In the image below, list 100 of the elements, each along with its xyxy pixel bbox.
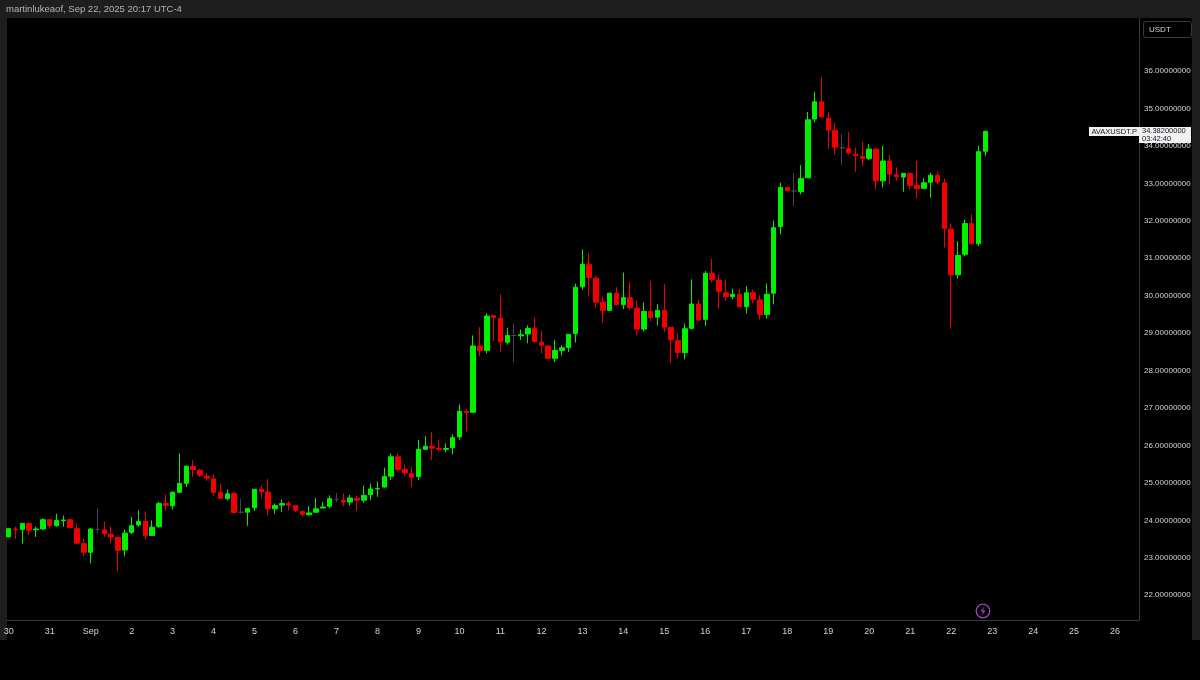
x-tick-label: 9 [415,625,421,636]
x-tick-label: 22 [946,625,957,636]
x-tick-label: 12 [536,625,547,636]
y-tick-label: 22.00000000 [1144,590,1192,600]
y-tick-label: 35.00000000 [1144,103,1192,113]
candlestick [873,148,879,191]
candlestick [361,485,367,504]
candlestick [341,492,346,507]
candlestick [880,145,886,189]
candlestick [791,172,797,207]
candlestick [464,408,469,432]
candlestick [730,288,735,300]
x-tick-label: 17 [741,625,752,636]
candlestick [61,515,66,528]
candlestick [102,521,107,538]
chart-title: martinlukeaof, Sep 22, 2025 20:17 UTC-4 [6,3,182,15]
candlestick [498,293,503,353]
y-tick-label: 31.00000000 [1144,253,1192,263]
candlestick [737,288,742,308]
x-tick-label: 25 [1069,625,1080,636]
candlestick [231,491,237,515]
candlestick [286,500,291,511]
candlestick [20,522,25,545]
candlestick [955,240,961,280]
candlestick [969,213,974,245]
candlestick [184,464,189,488]
candlestick [621,272,626,310]
y-tick-label: 24.00000000 [1144,515,1192,525]
candlestick [648,280,653,322]
y-tick-label: 27.00000000 [1144,403,1192,413]
candlestick [347,494,353,506]
candlestick [197,468,203,478]
candlestick [177,452,182,493]
candlestick [470,334,476,414]
candlestick [935,171,940,186]
candlestick [866,143,872,161]
candlestick [423,435,428,451]
candlestick [491,315,496,342]
candlestick [190,459,196,478]
candlestick [457,403,462,441]
candlestick [778,182,783,235]
candlestick [368,482,373,501]
candlestick [839,133,845,166]
candlestick [607,292,612,311]
candlestick [771,220,776,305]
candlestick [580,248,585,291]
candlestick [95,507,100,534]
candlestick [163,494,169,512]
candlestick [586,252,592,298]
candlestick [225,488,230,502]
x-tick-label: 2 [129,625,135,636]
candlestick [170,490,175,511]
x-tick-label: 4 [211,625,217,636]
candlestick [484,312,490,354]
x-tick-label: Sep [82,625,99,636]
y-tick-label: 29.00000000 [1144,328,1192,338]
x-tick-label: 14 [618,625,629,636]
x-tick-label: 31 [44,625,55,636]
candlestick [887,154,892,185]
candlestick [819,76,824,119]
candlestick [293,504,298,513]
candlestick [252,488,257,512]
candlestick [511,322,517,363]
candlestick [716,273,722,310]
candlestick [846,131,851,156]
candlestick [6,527,11,538]
y-tick-label: 30.00000000 [1144,290,1192,300]
y-tick-label: 26.00000000 [1144,440,1192,450]
candlestick [67,518,73,529]
y-tick-label: 33.00000000 [1144,178,1192,188]
y-tick-label: 28.00000000 [1144,365,1192,375]
candlestick [573,283,578,344]
candlestick [416,439,421,481]
x-tick-label: 30 [3,625,14,636]
candlestick [54,513,59,528]
candlestick [245,507,250,527]
candlestick [450,433,455,456]
candlestick [709,258,715,284]
candlestick [505,327,510,345]
x-tick-label: 26 [1110,625,1121,636]
candlestick [976,145,981,247]
x-tick-label: 7 [334,625,340,636]
candlestick [375,480,380,498]
x-tick-label: 19 [823,625,834,636]
candlestick [962,219,968,257]
candlestick [47,518,52,530]
candlestick [156,501,162,529]
x-tick-label: 11 [495,625,506,636]
candlestick [143,510,148,541]
x-tick-label: 15 [659,625,670,636]
x-tick-label: 3 [170,625,176,636]
candlestick [238,498,244,515]
candlestick [641,302,647,332]
candlestick [860,141,865,167]
candlestick [723,278,729,302]
x-tick-label: 21 [905,625,916,636]
candlestick [354,495,360,512]
candlestick [675,332,681,360]
candlestick [901,172,906,193]
candlestick [13,526,18,540]
